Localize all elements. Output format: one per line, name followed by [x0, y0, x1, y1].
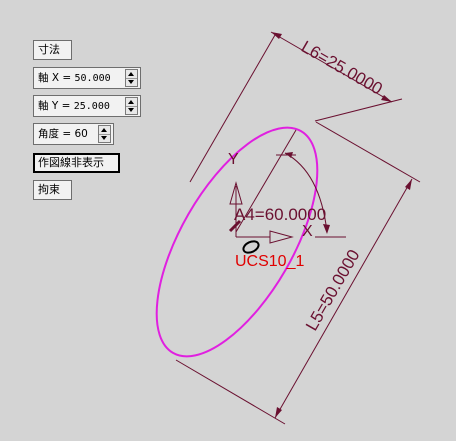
dimension-button-label: 寸法 — [38, 43, 60, 56]
arrow-down-icon — [128, 108, 134, 112]
axis-y-label: 軸 Y = — [38, 100, 71, 112]
ucs-x-arrow-icon — [269, 230, 294, 244]
arrow-up-icon — [128, 100, 134, 104]
hide-construction-lines-button[interactable]: 作図線非表示 — [33, 153, 120, 173]
ucs-origin-icon[interactable] — [242, 239, 261, 255]
l5-arrow-start — [405, 179, 412, 190]
a4-dimension-text[interactable]: A4=60.0000 — [234, 205, 326, 224]
axis-x-label: 軸 X = — [38, 72, 72, 84]
constraint-button-label: 拘束 — [38, 183, 60, 196]
a4-construction-line — [235, 129, 297, 233]
angle-label: 角度 = 60 — [38, 128, 88, 140]
a4-angle-arc — [284, 152, 328, 233]
l6-arrow-start — [271, 32, 282, 39]
l6-dimension-line — [270, 31, 393, 103]
angle-down-button[interactable] — [99, 134, 110, 142]
arrow-up-icon — [128, 72, 134, 76]
l5-dimension-text[interactable]: L5=50.0000 — [302, 246, 364, 334]
l6-dimension-text[interactable]: L6=25.0000 — [298, 37, 386, 99]
axis-x-down-button[interactable] — [126, 78, 137, 86]
l5-extension-line-1 — [315, 121, 421, 183]
axis-y-stepper[interactable] — [125, 97, 138, 115]
a4-arrow-start — [285, 152, 293, 158]
arrow-down-icon — [101, 136, 107, 140]
axis-x-up-button[interactable] — [126, 70, 137, 79]
ellipse-shape[interactable] — [125, 103, 350, 381]
ucs-label: UCS10_1 — [235, 253, 304, 270]
l6-extension-line-1 — [189, 34, 276, 183]
axis-x-value[interactable]: 50.000 — [74, 73, 111, 84]
l5-dimension-line — [274, 178, 413, 419]
angle-up-button[interactable] — [99, 126, 110, 135]
axis-y-value[interactable]: 25.000 — [73, 101, 110, 112]
axis-y-field[interactable]: 軸 Y = 25.000 — [33, 95, 141, 117]
angle-field[interactable]: 角度 = 60 — [33, 123, 114, 145]
axis-y-up-button[interactable] — [126, 98, 137, 107]
axis-x-stepper[interactable] — [125, 69, 138, 87]
l5-arrow-end — [275, 407, 282, 418]
arrow-down-icon — [128, 80, 134, 84]
angle-stepper[interactable] — [98, 125, 111, 143]
ucs-x-label: X — [302, 223, 313, 240]
arrow-up-icon — [101, 128, 107, 132]
ucs-y-label: Y — [228, 151, 239, 168]
ucs-origin-mark — [228, 219, 242, 233]
hide-construction-lines-label: 作図線非表示 — [38, 156, 104, 169]
dimension-button[interactable]: 寸法 — [33, 40, 72, 60]
ucs-y-arrow-icon — [229, 181, 243, 205]
l6-arrow-end — [381, 95, 392, 102]
a4-arrow-end — [323, 224, 330, 234]
l5-extension-line-2 — [175, 359, 286, 425]
axis-x-field[interactable]: 軸 X = 50.000 — [33, 67, 141, 89]
l6-extension-line-2 — [314, 98, 403, 122]
axis-y-down-button[interactable] — [126, 106, 137, 114]
constraint-button[interactable]: 拘束 — [33, 180, 72, 200]
